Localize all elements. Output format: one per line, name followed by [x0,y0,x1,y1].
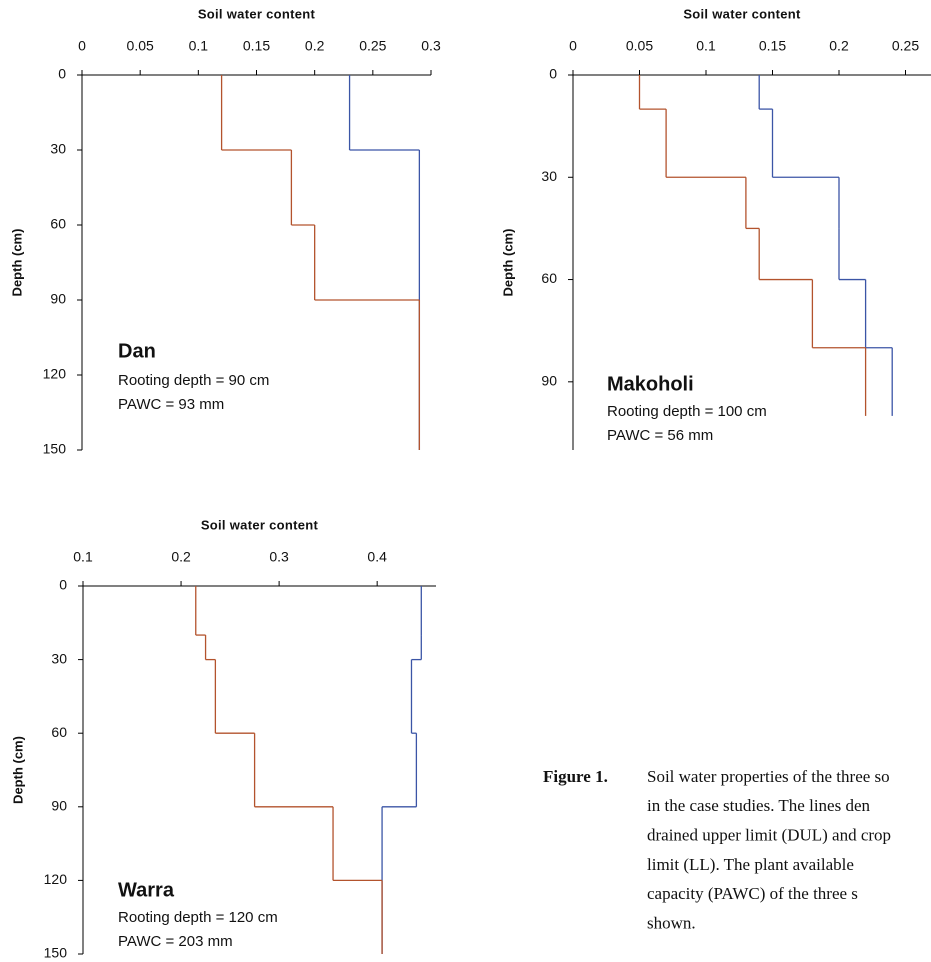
x-tick-label: 0.2 [171,549,191,565]
soil-name: Dan [118,340,156,362]
x-tick-label: 0.2 [305,38,325,54]
x-axis-title: Soil water content [198,6,316,21]
soil-note: PAWC = 203 mm [118,933,233,950]
x-axis-title: Soil water content [201,517,319,532]
y-tick-label: 30 [541,168,557,184]
y-tick-label: 90 [50,291,66,307]
x-tick-label: 0.3 [421,38,441,54]
soil-name: Warra [118,879,175,901]
x-tick-label: 0 [569,38,577,54]
x-tick-label: 0.3 [269,549,289,565]
x-tick-label: 0.25 [359,38,386,54]
caption-line: shown. [647,913,696,932]
y-tick-label: 120 [44,871,68,887]
x-tick-label: 0.15 [759,38,786,54]
soil-name: Makoholi [607,373,694,395]
x-tick-label: 0.1 [189,38,209,54]
soil-note: Rooting depth = 90 cm [118,372,269,389]
x-tick-label: 0.15 [243,38,270,54]
x-tick-label: 0.4 [367,549,387,565]
soil-note: PAWC = 56 mm [607,427,713,444]
caption-line: limit (LL). The plant available [647,855,854,874]
y-tick-label: 150 [44,945,68,961]
x-tick-label: 0.25 [892,38,919,54]
y-tick-label: 120 [43,366,67,382]
y-axis-title: Depth (cm) [10,736,25,804]
x-tick-label: 0.1 [73,549,93,565]
y-tick-label: 90 [51,798,67,814]
caption-line: Soil water properties of the three so [647,767,890,786]
y-tick-label: 60 [51,724,67,740]
x-tick-label: 0.1 [696,38,716,54]
caption-line: in the case studies. The lines den [647,796,870,815]
y-tick-label: 30 [51,650,67,666]
y-axis-title: Depth (cm) [9,229,24,297]
caption-line: drained upper limit (DUL) and crop [647,826,891,845]
soil-note: Rooting depth = 100 cm [607,403,767,420]
y-tick-label: 0 [58,66,66,82]
y-tick-label: 60 [541,270,557,286]
soil-note: Rooting depth = 120 cm [118,909,278,926]
y-tick-label: 60 [50,216,66,232]
x-tick-label: 0.05 [127,38,154,54]
soil-note: PAWC = 93 mm [118,396,224,413]
x-tick-label: 0 [78,38,86,54]
y-tick-label: 150 [43,441,67,457]
y-tick-label: 30 [50,141,66,157]
y-tick-label: 0 [59,577,67,593]
y-tick-label: 0 [549,66,557,82]
y-tick-label: 90 [541,373,557,389]
caption-label: Figure 1. [543,767,608,786]
x-tick-label: 0.2 [829,38,849,54]
x-tick-label: 0.05 [626,38,653,54]
y-axis-title: Depth (cm) [500,229,515,297]
caption-line: capacity (PAWC) of the three s [647,884,858,903]
x-axis-title: Soil water content [683,6,801,21]
